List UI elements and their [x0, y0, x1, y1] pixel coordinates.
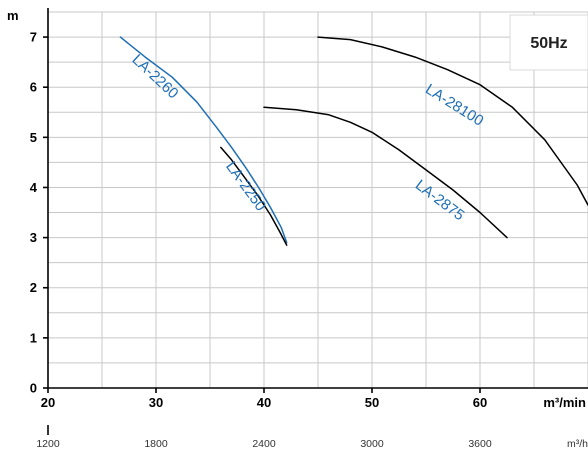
series-line-la-2260	[119, 36, 288, 244]
series-label-la-2875: LA-2875	[412, 177, 468, 225]
x2-tick-label: 2400	[252, 438, 276, 450]
axis-layer: 0 1 2 3 4 5 6 7m 20 30 40 50 60 m³/min 1200 1800 2400 300…	[7, 8, 588, 450]
series-layer	[119, 36, 588, 246]
y-tick-label: 4	[30, 180, 38, 195]
y-tick-label: 1	[30, 330, 37, 345]
series-label-la-2260: LA-2260	[129, 51, 182, 102]
y-axis-unit: m	[7, 8, 19, 23]
y-tick-label: 5	[30, 130, 37, 145]
series-line-la-28100	[317, 36, 588, 206]
x2-tick-label: 1800	[144, 438, 168, 450]
series-line-la-2250	[220, 146, 288, 246]
y-tick-label: 0	[30, 381, 37, 396]
x2-tick-label: 1200	[36, 438, 60, 450]
y-tick-label: 6	[30, 80, 37, 95]
series-line-la-2875	[263, 106, 508, 239]
x-tick-label: 30	[149, 395, 163, 410]
x2-tick-label: 3000	[360, 438, 384, 450]
x2-axis-unit: m³/h	[567, 438, 588, 450]
frequency-badge-box	[509, 14, 588, 71]
y-tick-label: 7	[30, 30, 37, 45]
x-tick-label: 40	[257, 395, 271, 410]
x-tick-label: 60	[473, 395, 487, 410]
x-axis-unit: m³/min	[543, 395, 586, 410]
x2-tick-label: 3600	[468, 438, 492, 450]
y-tick-label: 2	[30, 280, 37, 295]
series-label-la-28100: LA-28100	[422, 81, 486, 130]
x-tick-label: 20	[41, 395, 55, 410]
x-tick-label: 50	[365, 395, 379, 410]
frequency-badge: 50Hz	[509, 14, 588, 71]
grid-layer	[48, 11, 588, 388]
frequency-badge-label: 50Hz	[530, 35, 567, 52]
y-tick-label: 3	[30, 230, 37, 245]
